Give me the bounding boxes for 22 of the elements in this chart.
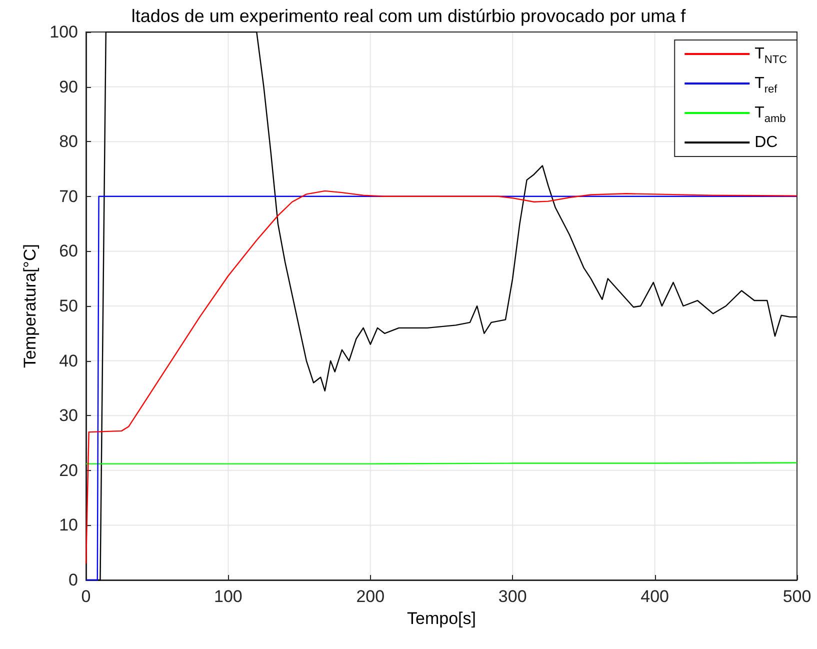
y-tick-label: 70 xyxy=(59,186,78,206)
y-tick-label: 40 xyxy=(59,351,78,370)
y-tick-label: 0 xyxy=(68,570,78,590)
x-tick-label: 400 xyxy=(640,587,669,606)
y-tick-label: 80 xyxy=(59,132,78,152)
x-tick-label: 500 xyxy=(782,587,812,606)
legend-label: DC xyxy=(754,134,778,151)
x-tick-label: 0 xyxy=(81,587,91,606)
line-series xyxy=(85,31,798,581)
y-axis-title: Temperatura[°C] xyxy=(20,244,40,368)
y-tick-label: 10 xyxy=(59,516,78,535)
x-tick-label: 100 xyxy=(214,587,242,606)
x-tick-label: 300 xyxy=(498,587,527,606)
y-tick-label: 20 xyxy=(59,460,78,480)
y-tick-label: 100 xyxy=(50,22,78,42)
y-tick-label: 60 xyxy=(59,242,78,261)
y-tick-label: 30 xyxy=(59,406,78,426)
x-tick-label: 200 xyxy=(356,587,385,606)
y-tick-label: 90 xyxy=(59,77,78,96)
y-tick-label: 50 xyxy=(59,296,78,316)
x-axis-title: Tempo[s] xyxy=(407,609,476,628)
chart-title: ltados de um experimento real com um distúrbio provocado por uma f xyxy=(131,6,687,26)
